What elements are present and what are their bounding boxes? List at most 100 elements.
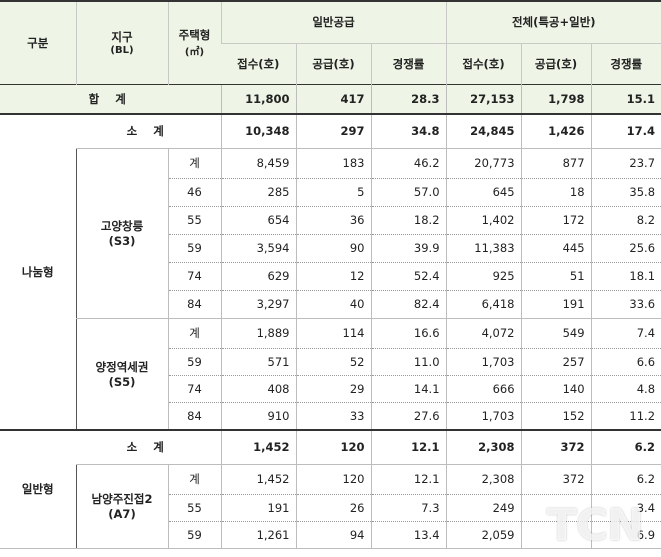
value-cell: 140 <box>520 375 592 403</box>
general-subtotal-cell: 6.2 <box>590 430 661 465</box>
table-row: 55 654 36 18.2 1,402 172 8.2 <box>0 206 661 235</box>
housing-type-cell: 55 <box>167 494 221 522</box>
header-row-1: 구분 지구 (BL) 주택형 (㎡) 일반공급 전체(특공+일반) <box>0 0 661 84</box>
header-district: 지구 (BL) <box>75 0 168 84</box>
housing-type-cell: 59 <box>167 348 221 376</box>
general-subtotal-row: 일반형 소 계 1,452 120 12.1 2,308 372 6.2 <box>0 430 661 549</box>
nanum-subtotal-cell: 17.4 <box>590 114 661 149</box>
district-code: (A7) <box>108 507 136 521</box>
value-cell: 629 <box>220 262 296 291</box>
value-cell: 29 <box>295 375 371 403</box>
value-cell: 2,059 <box>445 521 522 549</box>
col-header: 경쟁률 <box>370 42 447 84</box>
value-cell: 571 <box>220 348 296 376</box>
general-subtotal-label: 소 계 <box>76 430 221 465</box>
value-cell: 7.4 <box>590 318 661 349</box>
nanum-subtotal-cell: 24,845 <box>445 114 522 149</box>
total-cell: 11,800 <box>220 83 296 115</box>
value-cell: 3,594 <box>220 234 296 263</box>
nanum-subtotal-cell: 34.8 <box>370 114 447 149</box>
housing-type-cell: 84 <box>167 402 221 431</box>
district-yangjeong: 양정역세권 (S5) <box>75 318 168 431</box>
value-cell: 6,418 <box>445 290 522 319</box>
table-row: 84 3,297 40 82.4 6,418 191 33.6 <box>0 290 661 319</box>
table-row: 55 191 26 7.3 249 3.4 <box>0 494 661 522</box>
value-cell: 8.2 <box>590 206 661 235</box>
value-cell: 26 <box>295 494 371 522</box>
header-row-2: 접수(호) 공급(호) 경쟁률 접수(호) 공급(호) 경쟁률 <box>0 42 661 84</box>
housing-type-cell: 계 <box>167 464 221 495</box>
general-subtotal-cell: 120 <box>295 430 371 465</box>
nanum-subtotal-cell: 10,348 <box>220 114 296 149</box>
value-cell: 8,459 <box>220 148 296 179</box>
value-cell: 14.1 <box>370 375 447 403</box>
general-subtotal-cell: 372 <box>520 430 592 465</box>
table-row: 남양주진접2 (A7) 계 1,452 120 12.1 2,308 372 6… <box>0 464 661 549</box>
total-row: 합 계 11,800 417 28.3 27,153 1,798 15.1 <box>0 83 661 115</box>
table-row: 74 408 29 14.1 666 140 4.8 <box>0 375 661 403</box>
value-cell: 1,889 <box>220 318 296 349</box>
district-name: 남양주진접2 <box>91 492 153 506</box>
watermark: TCN <box>546 500 644 551</box>
district-name: 고양창릉 <box>100 219 144 233</box>
value-cell: 52.4 <box>370 262 447 291</box>
value-cell: 23.7 <box>590 148 661 179</box>
col-header: 공급(호) <box>295 42 371 84</box>
value-cell: 285 <box>220 178 296 207</box>
value-cell: 7.3 <box>370 494 447 522</box>
district-goyang: 고양창릉 (S3) <box>75 148 168 319</box>
value-cell: 6.9 <box>590 521 661 549</box>
housing-type-cell: 59 <box>167 521 221 549</box>
value-cell: 372 <box>520 464 592 495</box>
value-cell: 12 <box>295 262 371 291</box>
value-cell: 549 <box>520 318 592 349</box>
group-label-general: 일반형 <box>0 430 76 549</box>
value-cell: 120 <box>295 464 371 495</box>
value-cell: 249 <box>445 494 522 522</box>
value-cell: 25.6 <box>590 234 661 263</box>
value-cell: 152 <box>520 402 592 431</box>
general-subtotal-cell: 12.1 <box>370 430 447 465</box>
table-row: 59 3,594 90 39.9 11,383 445 25.6 <box>0 234 661 263</box>
value-cell: 172 <box>520 206 592 235</box>
value-cell: 46.2 <box>370 148 447 179</box>
table-row: 59 571 52 11.0 1,703 257 6.6 <box>0 348 661 376</box>
value-cell: 57.0 <box>370 178 447 207</box>
group-label-nanum: 나눔형 <box>0 114 76 431</box>
value-cell: 191 <box>520 290 592 319</box>
value-cell: 3,297 <box>220 290 296 319</box>
total-label: 합 계 <box>0 83 221 115</box>
value-cell: 6.2 <box>590 464 661 495</box>
value-cell: 257 <box>520 348 592 376</box>
value-cell: 18 <box>520 178 592 207</box>
nanum-subtotal-cell: 297 <box>295 114 371 149</box>
total-cell: 15.1 <box>590 83 661 115</box>
value-cell: 51 <box>520 262 592 291</box>
district-namyangju: 남양주진접2 (A7) <box>75 464 168 549</box>
district-name: 양정역세권 <box>95 359 149 374</box>
housing-type-cell: 계 <box>167 148 221 179</box>
value-cell: 20,773 <box>445 148 522 179</box>
header-housing-type-label: 주택형 <box>178 28 211 43</box>
district-code: (S5) <box>108 374 136 389</box>
value-cell: 5 <box>295 178 371 207</box>
table-row: 84 910 33 27.6 1,703 152 11.2 <box>0 402 661 431</box>
col-header: 공급(호) <box>520 42 592 84</box>
housing-type-cell: 59 <box>167 234 221 263</box>
col-header: 접수(호) <box>445 42 522 84</box>
value-cell: 33.6 <box>590 290 661 319</box>
header-housing-type-sub: (㎡) <box>184 47 205 59</box>
header-total-group: 전체(특공+일반) <box>445 0 661 43</box>
value-cell: 18.1 <box>590 262 661 291</box>
table-row: 59 1,261 94 13.4 2,059 6.9 <box>0 521 661 549</box>
value-cell: 36 <box>295 206 371 235</box>
col-header: 접수(호) <box>221 42 296 84</box>
value-cell: 18.2 <box>370 206 447 235</box>
value-cell <box>520 521 592 549</box>
header-gubun: 구분 <box>0 0 76 84</box>
header-housing-type: 주택형 (㎡) <box>167 0 221 84</box>
value-cell: 654 <box>220 206 296 235</box>
housing-type-cell: 계 <box>167 318 221 349</box>
value-cell: 12.1 <box>370 464 447 495</box>
